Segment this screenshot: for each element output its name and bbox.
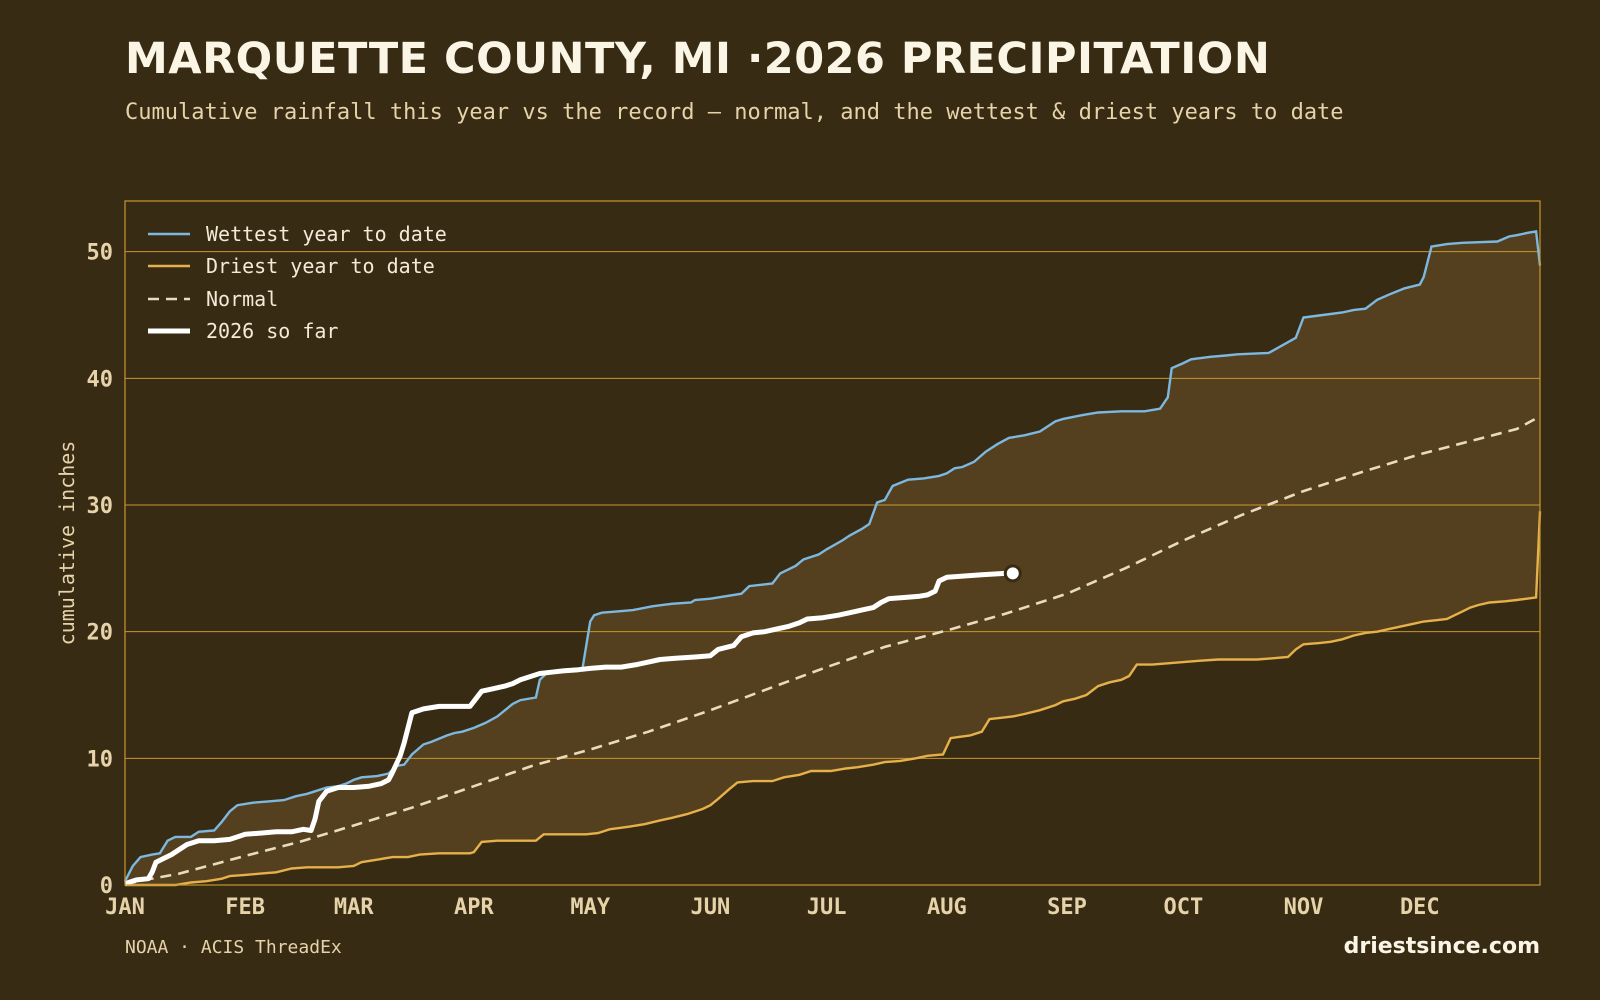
y-tick-label: 0 [100,874,113,899]
x-tick-label: OCT [1163,895,1203,920]
legend-item-driest: Driest year to date [148,254,435,278]
brand-link[interactable]: driestsince.com [1343,934,1540,959]
normal-line [124,415,1541,885]
y-axis-ticks: 0 10 20 30 40 50 [87,241,114,899]
x-tick-label: AUG [927,895,967,920]
wettest-year-line [123,230,1542,882]
y-tick-label: 40 [87,367,114,392]
data-source: NOAA · ACIS ThreadEx [125,937,342,958]
legend-item-normal: Normal [148,287,278,311]
x-tick-label: MAR [334,895,374,920]
page-title: MARQUETTE COUNTY, MI ·2026 PRECIPITATION [125,34,1271,84]
legend-label-driest: Driest year to date [206,254,435,278]
wettest-driest-band [125,231,1540,885]
legend: Wettest year to date Driest year to date… [148,222,447,343]
x-tick-label: NOV [1284,895,1324,920]
driest-year-line [125,511,1542,887]
x-tick-label: APR [454,895,494,920]
legend-label-normal: Normal [206,287,278,311]
y-tick-label: 30 [87,494,114,519]
legend-label-current: 2026 so far [206,319,338,343]
x-tick-label: JAN [105,895,145,920]
plot-frame [124,200,1541,886]
current-value-marker [1003,564,1022,583]
legend-item-wettest: Wettest year to date [148,222,447,246]
page-subtitle: Cumulative rainfall this year vs the rec… [125,100,1344,125]
y-axis-label: cumulative inches [55,441,79,646]
legend-label-wettest: Wettest year to date [206,222,447,246]
x-tick-label: DEC [1400,895,1440,920]
y-tick-label: 20 [87,621,114,646]
x-tick-label: MAY [570,895,610,920]
y-tick-label: 10 [87,747,114,772]
legend-item-current: 2026 so far [148,319,338,343]
current-year-line [124,570,1013,887]
y-tick-label: 50 [87,241,114,266]
grid-lines [125,251,1540,759]
x-tick-label: JUL [807,895,847,920]
x-tick-label: JUN [691,895,731,920]
x-tick-label: SEP [1047,895,1087,920]
x-tick-label: FEB [225,895,265,920]
x-axis-ticks: JAN FEB MAR APR MAY JUN JUL AUG SEP OCT NOV DEC [105,895,1440,920]
